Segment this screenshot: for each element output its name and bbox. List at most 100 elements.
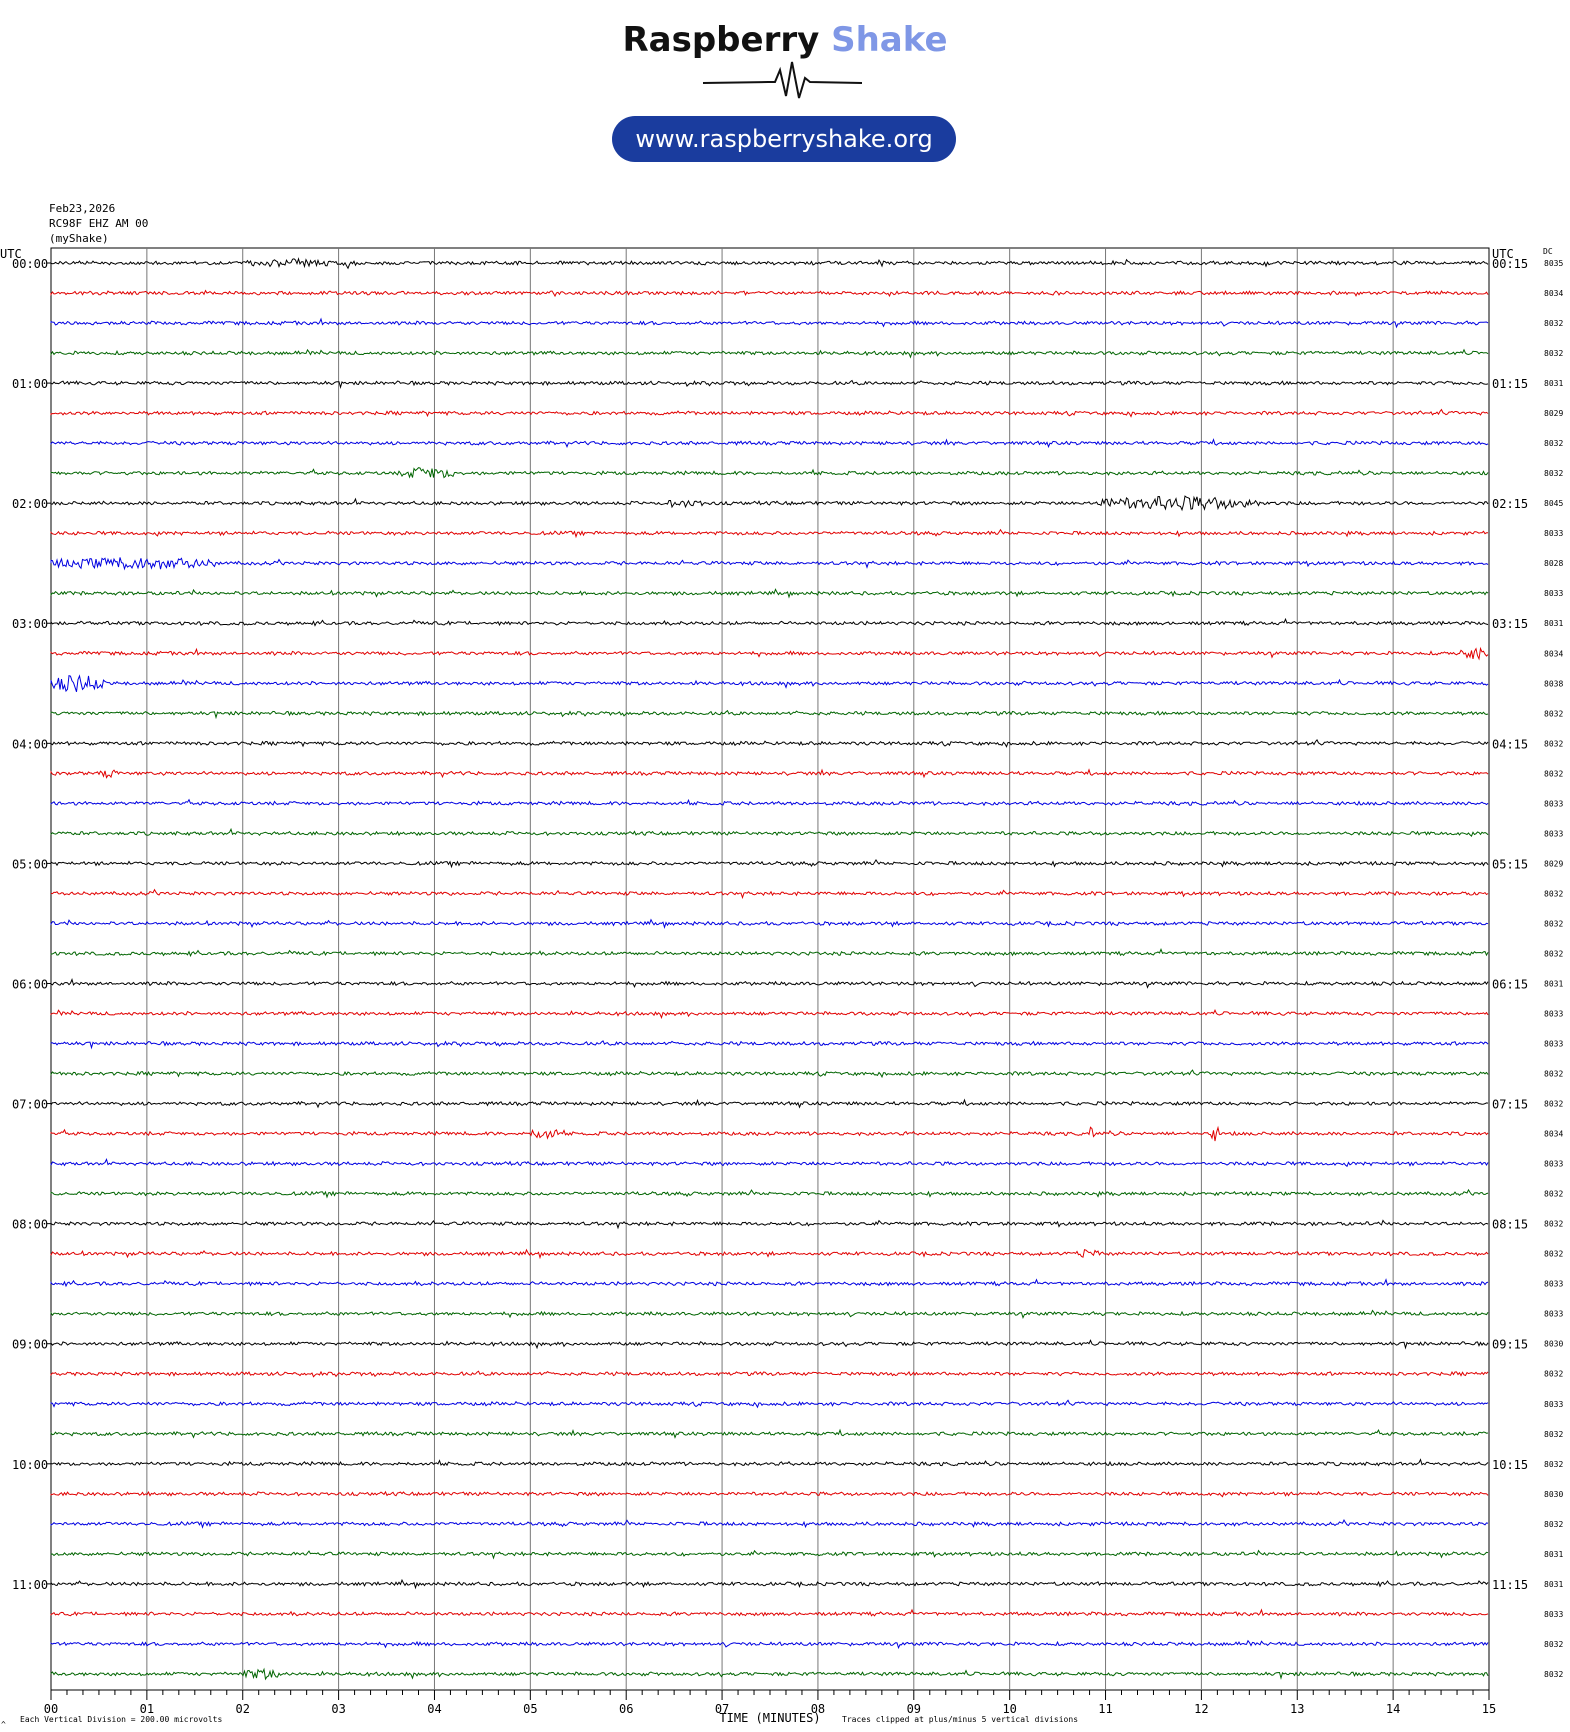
plot-frame <box>50 247 1490 1691</box>
x-tick-label: 09 <box>907 1702 921 1716</box>
trace-row <box>50 438 1489 449</box>
dc-offset-label: 8032 <box>1544 469 1563 478</box>
x-tick-label: 05 <box>523 1702 537 1716</box>
x-tick-label: 07 <box>715 1702 729 1716</box>
dc-offset-label: 8033 <box>1544 589 1563 598</box>
trace-row <box>50 1278 1489 1288</box>
trace-row <box>50 1125 1489 1142</box>
trace-row <box>50 1399 1489 1409</box>
dc-offset-label: 8032 <box>1544 1220 1563 1229</box>
dc-offset-label: 8031 <box>1544 1580 1563 1589</box>
trace-row <box>50 1040 1489 1050</box>
trace-row <box>50 1339 1489 1350</box>
right-time-label: 03:15 <box>1492 617 1528 631</box>
trace-row <box>50 1490 1489 1498</box>
trace-row <box>50 977 1489 989</box>
trace-row <box>50 1158 1489 1168</box>
trace-row <box>50 1370 1489 1378</box>
trace-row <box>50 918 1489 930</box>
trace-row <box>50 467 1489 479</box>
dc-offset-label: 8032 <box>1544 1640 1563 1649</box>
x-tick-label: 04 <box>427 1702 441 1716</box>
brand-primary: Raspberry <box>622 20 820 60</box>
trace-row <box>50 1069 1489 1079</box>
dc-offset-label: 8033 <box>1544 529 1563 538</box>
left-time-label: 02:00 <box>12 497 48 511</box>
right-time-label: 05:15 <box>1492 857 1528 871</box>
trace-row <box>50 739 1489 748</box>
dc-offset-label: 8038 <box>1544 679 1563 688</box>
trace-row <box>50 348 1489 359</box>
dc-offset-label: 8031 <box>1544 379 1563 388</box>
x-tick-label: 13 <box>1290 1702 1304 1716</box>
trace-row <box>50 1458 1489 1467</box>
trace-row <box>50 588 1489 599</box>
trace-row <box>50 827 1489 837</box>
dc-offset-label: 8032 <box>1544 889 1563 898</box>
right-time-label: 01:15 <box>1492 377 1528 391</box>
trace-row <box>50 798 1489 807</box>
dc-offset-label: 8033 <box>1544 1010 1563 1019</box>
right-time-label: 00:15 <box>1492 257 1528 271</box>
record-date: Feb23,2026 <box>49 202 116 215</box>
trace-row <box>50 1549 1489 1560</box>
x-tick-label: 02 <box>236 1702 250 1716</box>
trace-row <box>50 1639 1489 1650</box>
left-axis-label: UTC <box>0 247 22 261</box>
x-tick-label: 12 <box>1194 1702 1208 1716</box>
trace-row <box>50 674 1489 693</box>
x-axis-label: TIME (MINUTES) <box>719 1711 820 1725</box>
right-time-label: 02:15 <box>1492 497 1528 511</box>
dc-offset-label: 8031 <box>1544 979 1563 988</box>
dc-label: DC <box>1543 247 1553 256</box>
dc-offset-label: 8031 <box>1544 619 1563 628</box>
dc-offset-label: 8032 <box>1544 1070 1563 1079</box>
trace-row <box>50 1219 1489 1230</box>
trace-row <box>50 317 1489 329</box>
left-time-label: 07:00 <box>12 1098 48 1112</box>
dc-offset-label: 8033 <box>1544 1400 1563 1409</box>
website-url-badge[interactable]: www.raspberryshake.org <box>612 116 956 162</box>
trace-row <box>50 1667 1489 1681</box>
trace-row <box>50 1578 1489 1590</box>
dc-offset-label: 8034 <box>1544 649 1563 658</box>
trace-row <box>50 646 1489 661</box>
left-time-label: 11:00 <box>12 1578 48 1592</box>
x-tick-label: 10 <box>1002 1702 1016 1716</box>
brand-title: Raspberry Shake <box>0 20 1570 60</box>
x-tick-label: 15 <box>1482 1702 1496 1716</box>
dc-offset-label: 8032 <box>1544 739 1563 748</box>
trace-row <box>50 948 1489 958</box>
dc-offset-label: 8035 <box>1544 259 1563 268</box>
dc-offset-label: 8029 <box>1544 409 1563 418</box>
dc-offset-label: 8032 <box>1544 769 1563 778</box>
dc-offset-label: 8032 <box>1544 1460 1563 1469</box>
trace-row <box>50 528 1489 539</box>
dc-offset-label: 8032 <box>1544 319 1563 328</box>
network-name: (myShake) <box>49 232 109 245</box>
right-time-label: 08:15 <box>1492 1218 1528 1232</box>
x-tick-label: 14 <box>1386 1702 1400 1716</box>
dc-offset-label: 8030 <box>1544 1490 1563 1499</box>
trace-row <box>50 768 1489 779</box>
trace-row <box>50 888 1489 900</box>
right-time-label: 04:15 <box>1492 737 1528 751</box>
x-tick-label: 08 <box>811 1702 825 1716</box>
left-time-label: 01:00 <box>12 377 48 391</box>
trace-row <box>50 257 1489 270</box>
x-tick-label: 11 <box>1098 1702 1112 1716</box>
dc-offset-label: 8033 <box>1544 1610 1563 1619</box>
dc-offset-label: 8032 <box>1544 919 1563 928</box>
dc-offset-label: 8029 <box>1544 859 1563 868</box>
dc-offset-label: 8033 <box>1544 1280 1563 1289</box>
station-id: RC98F EHZ AM 00 <box>49 217 149 230</box>
raspberry-shake-logo: Raspberry Shake www.raspberryshake.org <box>0 0 1570 175</box>
right-time-label: 10:15 <box>1492 1458 1528 1472</box>
trace-row <box>50 858 1489 869</box>
trace-row <box>50 1248 1489 1260</box>
left-time-label: 05:00 <box>12 857 48 871</box>
trace-row <box>50 557 1489 571</box>
dc-offset-label: 8032 <box>1544 949 1563 958</box>
dc-offset-label: 8032 <box>1544 1370 1563 1379</box>
left-time-label: 08:00 <box>12 1218 48 1232</box>
